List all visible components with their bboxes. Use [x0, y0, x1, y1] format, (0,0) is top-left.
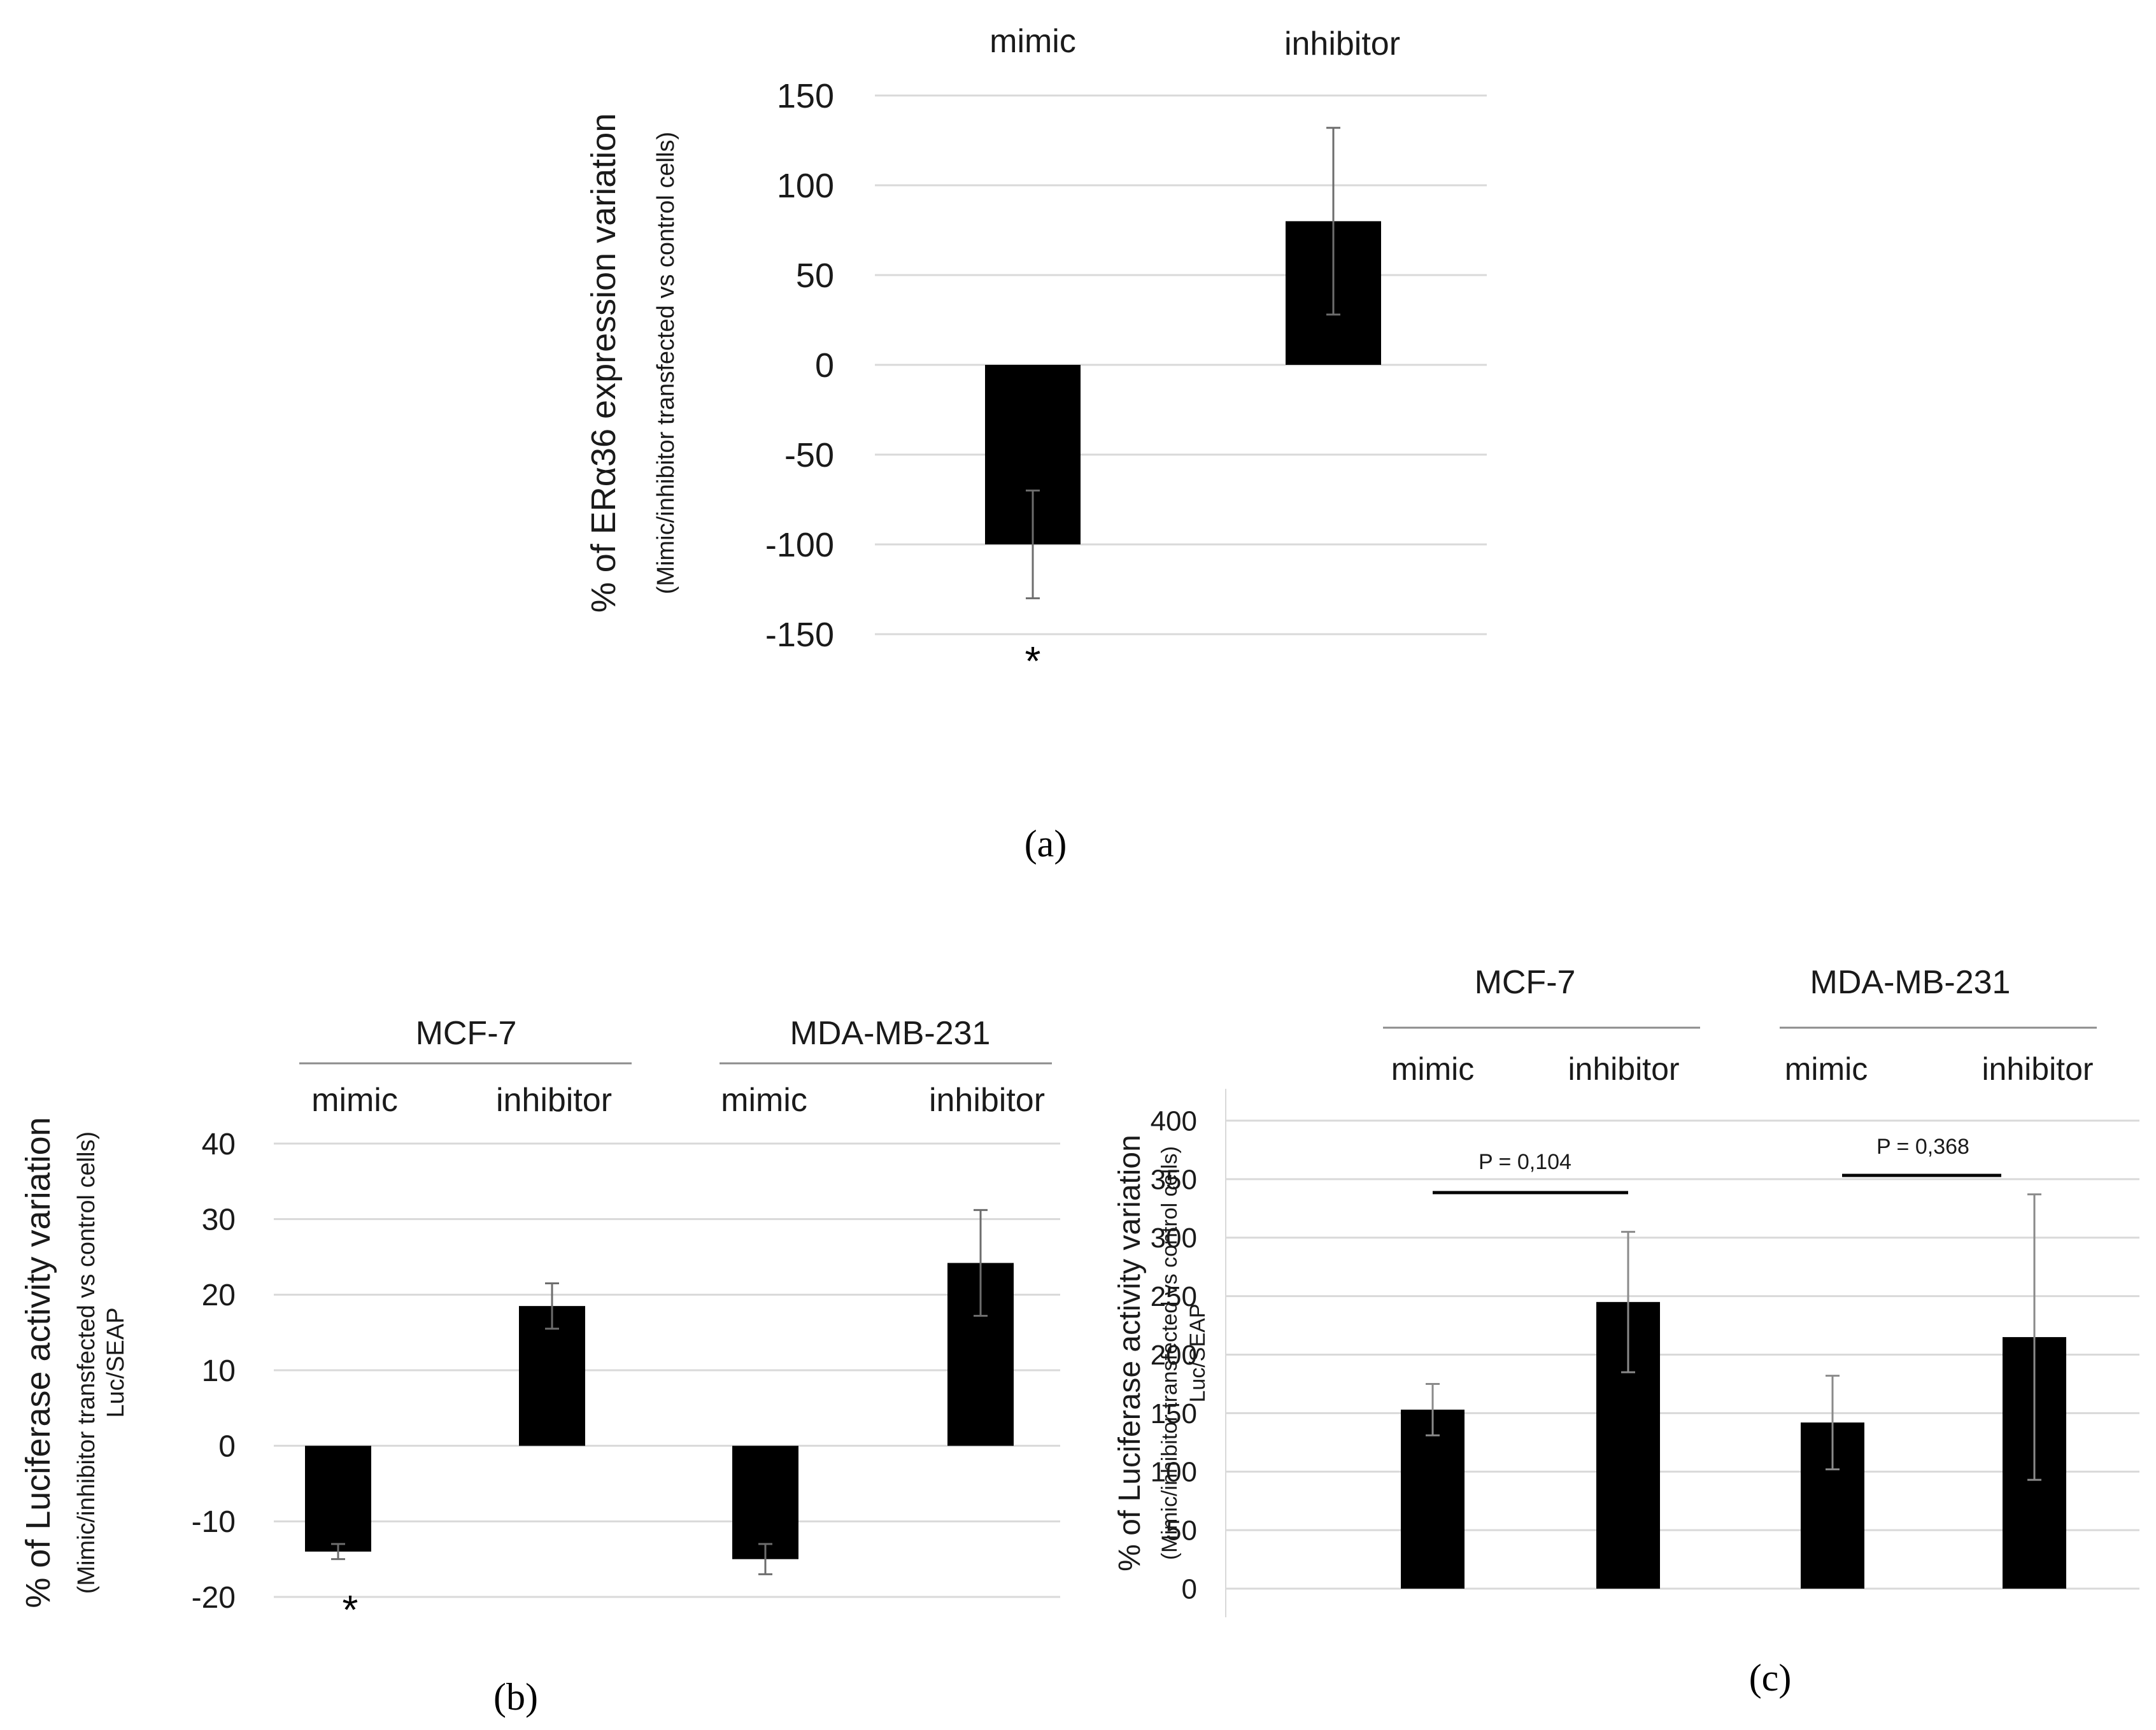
panel-c-y-axis-subtitle-2: Luc/SEAP: [1186, 1304, 1210, 1403]
panel-c-y-tick-label: 50: [1166, 1515, 1197, 1547]
panel-a-significance-star: *: [1025, 638, 1041, 684]
panel-c-bars: [1401, 1301, 2066, 1589]
panel-b-y-tick-label: 40: [202, 1128, 236, 1161]
panel-b-bar: [305, 1445, 371, 1552]
panel-a-category-label: inhibitor: [1284, 25, 1400, 62]
panel-c-y-tick-label: 250: [1151, 1281, 1197, 1312]
panel-b-error-bar: [758, 1543, 772, 1575]
panel-c-y-tick-label: 300: [1151, 1223, 1197, 1254]
panel-b-error-bar: [974, 1209, 988, 1317]
panel-a-y-tick-label: -100: [765, 526, 834, 564]
panel-b-y-tick-label: -10: [192, 1505, 236, 1539]
panel-a-error-bars: [1026, 127, 1340, 600]
panel-a-y-tick-label: 100: [777, 167, 834, 205]
panel-b-error-bars: [331, 1209, 988, 1575]
panel-c-category-label: mimic: [1391, 1051, 1475, 1087]
panel-c-pvalue-label: P = 0,104: [1479, 1150, 1571, 1174]
panel-c-y-tick-label: 100: [1151, 1457, 1197, 1488]
panel-b-group-label: MCF-7: [416, 1015, 517, 1052]
panel-c-y-tick-label: 350: [1151, 1164, 1197, 1195]
panel-c-y-tick-label: 400: [1151, 1105, 1197, 1137]
panel-c-chart: 400 350 300 250 200 150 100 50 0 MCF-7 MDA-MB-23…: [1113, 964, 2139, 1699]
panel-a-category-label: mimic: [989, 23, 1076, 60]
panel-a-y-axis-title: % of ERα36 expression variation: [585, 113, 623, 613]
panel-a-error-bar: [1026, 489, 1040, 600]
panel-c-bar: [1401, 1409, 1465, 1589]
panel-c-category-label: inhibitor: [1982, 1051, 2093, 1087]
panel-a-label: (a): [1025, 823, 1067, 865]
panel-a-y-tick-label: 0: [815, 346, 834, 385]
panel-c-category-label: mimic: [1785, 1051, 1868, 1087]
panel-a-y-tick-label: 150: [777, 77, 834, 115]
panel-b-y-ticks: 40 30 20 10 0 -10 -20: [192, 1128, 236, 1615]
panel-b-gridlines: [274, 1142, 1060, 1598]
panel-b-y-axis-subtitle: (Mimic/inhibitor transfected vs control …: [73, 1131, 100, 1594]
panel-a-error-bar: [1326, 127, 1340, 316]
panel-c-y-ticks: 400 350 300 250 200 150 100 50 0: [1151, 1105, 1197, 1605]
panel-c-y-tick-label: 150: [1151, 1398, 1197, 1429]
panel-a-chart: 150 100 50 0 -50 -100 -150 mimic inhibitor * %…: [585, 23, 1487, 865]
panel-b-category-label: inhibitor: [496, 1082, 612, 1119]
panel-b-y-tick-label: 20: [202, 1279, 236, 1312]
panel-c-gridlines: [1226, 1119, 2139, 1590]
panel-b-label: (b): [493, 1676, 538, 1718]
panel-a-y-tick-label: -50: [784, 436, 834, 474]
panel-c-label: (c): [1749, 1657, 1792, 1699]
panel-c-y-axis-title: % of Luciferase activity variation: [1113, 1135, 1147, 1571]
panel-b-category-label: mimic: [311, 1082, 398, 1119]
panel-b-group-label: MDA-MB-231: [790, 1015, 991, 1052]
panel-a-y-tick-label: -150: [765, 616, 834, 654]
panel-c-error-bar: [1426, 1382, 1440, 1436]
panel-b-chart: 40 30 20 10 0 -10 -20 MCF-7 MDA-MB-231 mimic i…: [19, 1015, 1060, 1718]
panel-c-group-label: MDA-MB-231: [1810, 964, 2011, 1001]
panel-a-y-tick-label: 50: [796, 257, 834, 295]
panel-c-error-bar: [1826, 1375, 1840, 1471]
panel-c-group-label: MCF-7: [1475, 964, 1576, 1001]
panel-b-significance-star: *: [343, 1587, 358, 1633]
panel-c-error-bar: [2027, 1193, 2041, 1481]
panel-a-y-ticks: 150 100 50 0 -50 -100 -150: [765, 77, 834, 654]
panel-b-y-tick-label: 30: [202, 1203, 236, 1237]
panel-b-bar: [732, 1445, 798, 1559]
panel-b-category-label: inhibitor: [929, 1082, 1045, 1119]
panel-c-y-axis-subtitle: (Mimic/inhibitor transfected vs control …: [1158, 1146, 1182, 1560]
panel-b-y-tick-label: 0: [218, 1429, 236, 1463]
panel-a-gridlines: [875, 94, 1487, 635]
panel-b-category-label: mimic: [721, 1082, 807, 1119]
panel-b-y-axis-title: % of Luciferase activity variation: [19, 1117, 57, 1608]
panel-c-pvalue-label: P = 0,368: [1876, 1135, 1969, 1159]
panel-a-y-axis-subtitle: (Mimic/inhibitor transfected vs control …: [653, 132, 679, 594]
panel-b-error-bar: [545, 1282, 559, 1330]
panel-c-error-bars: [1426, 1193, 2041, 1481]
panel-c-y-tick-label: 0: [1182, 1573, 1197, 1605]
panel-b-y-tick-label: 10: [202, 1354, 236, 1388]
panel-b-y-axis-subtitle-2: Luc/SEAP: [103, 1307, 129, 1417]
panel-b-error-bar: [331, 1543, 345, 1561]
panel-b-bars: [305, 1263, 1014, 1559]
panel-a-bars: [985, 221, 1381, 544]
panel-c-y-tick-label: 200: [1151, 1340, 1197, 1371]
panel-b-y-tick-label: -20: [192, 1581, 236, 1615]
panel-c-error-bar: [1621, 1231, 1635, 1373]
panel-c-category-label: inhibitor: [1568, 1051, 1679, 1087]
